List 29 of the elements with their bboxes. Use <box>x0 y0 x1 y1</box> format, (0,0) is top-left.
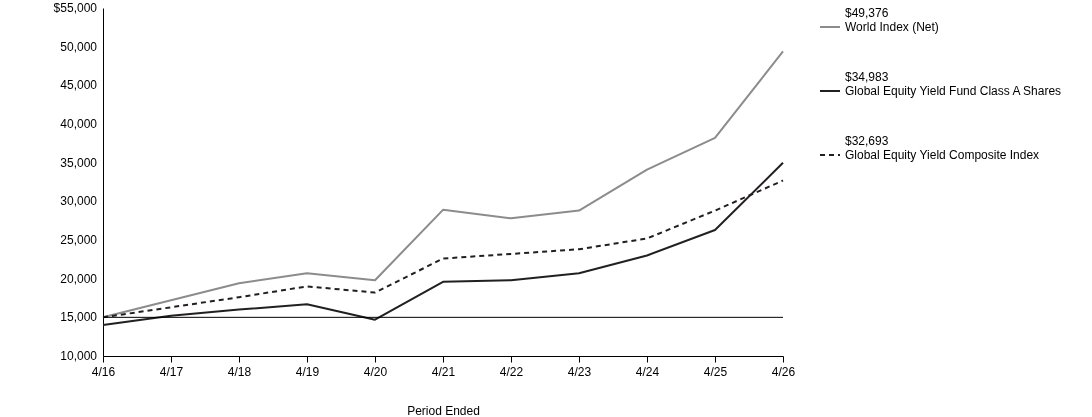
x-tick-label: 4/16 <box>91 364 116 379</box>
y-tick-label: 15,000 <box>60 310 98 325</box>
legend-label: World Index (Net) <box>845 20 939 34</box>
x-axis-title: Period Ended <box>407 403 480 417</box>
y-tick-label: 25,000 <box>60 233 98 247</box>
y-tick-label: $55,000 <box>53 1 98 15</box>
x-tick-label: 4/21 <box>431 364 456 379</box>
y-tick-label: 45,000 <box>60 78 98 93</box>
y-tick-label: 20,000 <box>60 271 98 286</box>
x-tick-label: 4/20 <box>363 364 388 379</box>
x-tick-label: 4/18 <box>227 364 252 379</box>
x-tick-label: 4/17 <box>159 364 184 379</box>
text: $34,983 <box>845 70 889 84</box>
text: $32,693 <box>845 134 889 148</box>
x-tick-label: 4/22 <box>499 364 524 379</box>
text: $49,376 <box>845 6 889 20</box>
x-tick-label: 4/24 <box>635 364 660 379</box>
y-tick-label: 40,000 <box>60 117 98 131</box>
legend-label: Global Equity Yield Fund Class A Shares <box>845 84 1062 98</box>
y-tick-label: 50,000 <box>60 39 98 54</box>
x-tick-label: 4/26 <box>771 364 796 379</box>
x-tick-label: 4/25 <box>703 364 728 379</box>
x-tick-label: 4/23 <box>567 364 592 379</box>
x-tick-label: 4/19 <box>295 364 320 379</box>
legend-label: Global Equity Yield Composite Index <box>845 148 1040 162</box>
y-tick-label: 30,000 <box>60 194 98 209</box>
line-series <box>102 161 784 327</box>
y-tick-label: 35,000 <box>60 155 98 170</box>
y-tick-label: 10,000 <box>60 349 98 363</box>
